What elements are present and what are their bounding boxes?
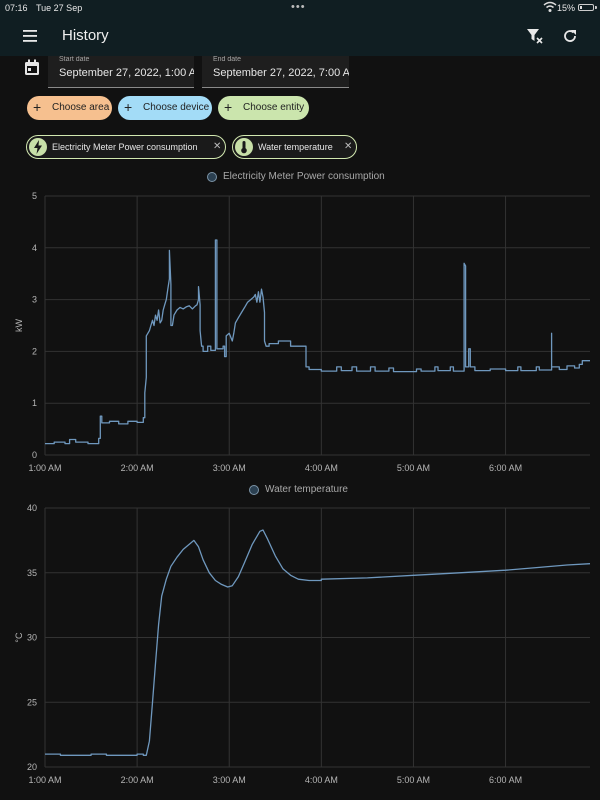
y-tick-label: 4: [32, 243, 37, 253]
start-date-label: Start date: [59, 56, 90, 63]
power-consumption-line[interactable]: [45, 239, 590, 445]
multitasking-dots-icon[interactable]: •••: [291, 1, 306, 13]
y-tick-label: 35: [27, 568, 37, 578]
choose-device-label: Choose device: [143, 102, 210, 113]
plus-icon: +: [124, 99, 133, 115]
x-tick-label: 6:00 AM: [489, 463, 522, 473]
choose-area-label: Choose area: [52, 102, 110, 113]
x-tick-label: 1:00 AM: [28, 775, 61, 785]
power-consumption-chart: 0 1 2 3 4 5 1:00 AM 2:00 AM 3:00 AM 4:00 AM 5:00 A…: [14, 191, 590, 473]
lightning-bolt-icon: [29, 138, 47, 156]
y-axis-label: kW: [14, 319, 24, 333]
battery-percentage: 15%: [557, 3, 576, 13]
start-date-value: September 27, 2022, 1:00 AM: [59, 67, 194, 79]
end-date-label: End date: [213, 56, 242, 63]
refresh-icon[interactable]: [561, 27, 579, 45]
status-time: 07:16: [5, 3, 28, 13]
x-tick-label: 4:00 AM: [305, 463, 338, 473]
y-tick-label: 0: [32, 450, 37, 460]
plus-icon: +: [224, 99, 233, 115]
legend-swatch: [207, 172, 217, 182]
y-tick-label: 3: [32, 295, 37, 305]
menu-icon[interactable]: [22, 27, 38, 45]
y-tick-label: 1: [32, 398, 37, 408]
x-tick-label: 2:00 AM: [121, 463, 154, 473]
entity-chip-power[interactable]: Electricity Meter Power consumption ✕: [26, 135, 226, 159]
end-date-value: September 27, 2022, 7:00 AM: [213, 67, 349, 79]
remove-water-entity-icon[interactable]: ✕: [344, 141, 353, 152]
y-tick-label: 5: [32, 191, 37, 201]
choose-device-chip[interactable]: + Choose device: [118, 96, 212, 120]
x-tick-label: 6:00 AM: [489, 775, 522, 785]
entity-chip-water-temperature[interactable]: Water temperature ✕: [232, 135, 357, 159]
start-date-field[interactable]: Start date September 27, 2022, 1:00 AM: [48, 56, 194, 88]
page-title: History: [62, 27, 109, 44]
remove-power-entity-icon[interactable]: ✕: [213, 141, 222, 152]
x-tick-label: 4:00 AM: [305, 775, 338, 785]
x-tick-label: 3:00 AM: [213, 463, 246, 473]
y-tick-label: 30: [27, 633, 37, 643]
x-tick-label: 2:00 AM: [121, 775, 154, 785]
battery-icon: [578, 4, 594, 11]
legend-swatch: [249, 485, 259, 495]
choose-entity-label: Choose entity: [243, 102, 305, 113]
status-bar: 07:16 Tue 27 Sep ••• 15%: [0, 0, 600, 16]
end-date-field[interactable]: End date September 27, 2022, 7:00 AM: [202, 56, 349, 88]
choose-entity-chip[interactable]: + Choose entity: [218, 96, 309, 120]
y-tick-label: 2: [32, 346, 37, 356]
power-chart-legend-label: Electricity Meter Power consumption: [223, 171, 385, 182]
entity-chip-power-label: Electricity Meter Power consumption: [52, 142, 198, 152]
x-tick-label: 1:00 AM: [28, 463, 61, 473]
y-tick-label: 40: [27, 503, 37, 513]
water-chart-legend-label: Water temperature: [265, 484, 348, 495]
wifi-icon: [543, 1, 557, 12]
y-tick-label: 25: [27, 697, 37, 707]
y-axis-label: °C: [14, 632, 24, 643]
entity-chip-water-label: Water temperature: [258, 142, 333, 152]
plus-icon: +: [33, 99, 42, 115]
calendar-icon: [25, 59, 39, 75]
filter-remove-icon[interactable]: [526, 27, 544, 45]
x-tick-label: 5:00 AM: [397, 463, 430, 473]
choose-area-chip[interactable]: + Choose area: [27, 96, 112, 120]
x-tick-label: 3:00 AM: [213, 775, 246, 785]
x-tick-label: 5:00 AM: [397, 775, 430, 785]
y-tick-label: 20: [27, 762, 37, 772]
water-temperature-line[interactable]: [45, 529, 591, 756]
status-date: Tue 27 Sep: [36, 3, 83, 13]
thermometer-icon: [235, 138, 253, 156]
app-bar: History: [0, 16, 600, 56]
water-temperature-chart: 20 25 30 35 40 1:00 AM 2:00 AM 3:00 AM 4:00 AM 5:…: [14, 503, 591, 785]
